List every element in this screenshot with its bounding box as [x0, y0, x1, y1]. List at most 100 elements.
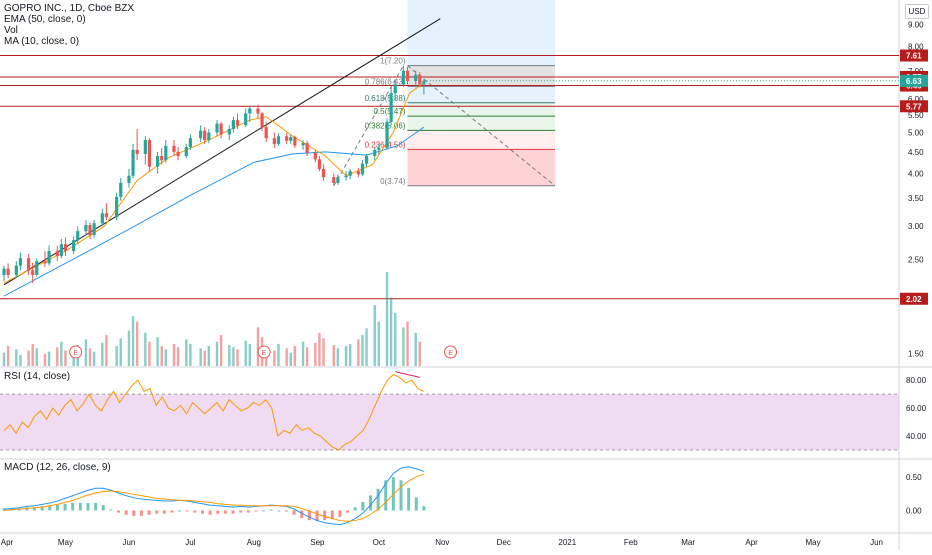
rsi-title[interactable]: RSI (14, close) — [4, 371, 71, 382]
volume-bar — [418, 341, 421, 366]
candle-body — [14, 265, 18, 275]
candle-body — [336, 177, 340, 183]
volume-bar — [115, 346, 118, 366]
volume-bar — [219, 335, 223, 366]
volume-bar — [357, 339, 360, 366]
currency-button[interactable]: USD — [905, 4, 929, 19]
volume-bar — [19, 354, 22, 366]
volume-bar — [15, 349, 18, 366]
candle-body — [364, 155, 369, 164]
fib-level-label: 0.618(5.88) — [365, 94, 406, 103]
macd-histogram-bar — [86, 502, 90, 511]
macd-histogram-bar — [109, 509, 113, 511]
volume-bar — [27, 350, 30, 366]
macd-histogram-bar — [139, 510, 143, 516]
indicator-ma-label[interactable]: MA (10, close, 0) — [4, 36, 80, 47]
rsi-legend: RSI (14, close) — [4, 371, 70, 382]
time-axis-tick: Jun — [870, 538, 883, 547]
symbol-title[interactable]: GOPRO INC., 1D, Cboe BZX — [4, 3, 135, 14]
macd-legend: MACD (12, 26, close, 9) — [4, 462, 111, 473]
candle-body — [72, 240, 76, 252]
candle-body — [100, 213, 104, 224]
rsi-axis-tick: 40.00 — [906, 432, 927, 441]
volume-bar — [285, 348, 288, 366]
candle-body — [272, 138, 276, 144]
indicator-ema-label[interactable]: EMA (50, close, 0) — [4, 14, 86, 25]
macd-histogram-bar — [178, 510, 182, 512]
candle-body — [18, 258, 22, 266]
price-level-badge-text: 7.61 — [906, 52, 922, 61]
volume-bar — [293, 346, 297, 366]
candle-body — [92, 223, 96, 235]
candle-body — [313, 152, 317, 160]
volume-bar — [344, 346, 348, 366]
macd-histogram-bar — [262, 510, 266, 512]
macd-histogram-bar — [78, 502, 82, 511]
candle-body — [293, 136, 297, 146]
volume-bar — [43, 353, 47, 366]
price-level-badge — [900, 49, 928, 62]
macd-histogram-bar — [254, 510, 258, 512]
candle-body — [199, 130, 203, 139]
macd-histogram-bar — [124, 510, 128, 515]
candle-body — [43, 261, 47, 264]
candle-body — [203, 130, 207, 141]
volume-bar — [127, 330, 131, 366]
macd-histogram-bar — [208, 510, 212, 515]
price-level-badge — [900, 292, 928, 305]
macd-histogram-bar — [185, 510, 189, 512]
macd-histogram-bar — [132, 510, 136, 516]
candle-body — [88, 225, 92, 235]
time-axis-tick: Dec — [497, 538, 511, 547]
volume-bar — [101, 342, 104, 366]
volume-bar — [301, 341, 305, 366]
volume-bar — [176, 347, 180, 366]
candle-body — [184, 147, 188, 156]
macd-histogram-bar — [284, 510, 288, 512]
price-axis-tick: 1.50 — [908, 349, 924, 358]
price-axis-tick: 8.00 — [908, 42, 924, 51]
fib-level-label: 0.382(5.06) — [365, 121, 406, 130]
earnings-marker-label: E — [73, 350, 78, 357]
macd-histogram-bar — [231, 510, 235, 514]
volume-bar — [164, 349, 168, 366]
volume-bar — [189, 343, 192, 366]
earnings-marker-label: E — [448, 350, 453, 357]
rsi-band — [0, 394, 899, 451]
candle-body — [244, 113, 248, 126]
candle-body — [301, 143, 305, 146]
macd-histogram-bar — [353, 507, 357, 511]
candle-body — [76, 231, 80, 241]
macd-histogram-bar — [40, 506, 44, 511]
indicator-vol-label[interactable]: Vol — [4, 25, 18, 36]
candle-body — [31, 270, 35, 275]
macd-axis-tick: 0.50 — [906, 473, 922, 482]
volume-bar — [273, 350, 276, 366]
volume-bar — [228, 344, 231, 366]
volume-bar — [394, 312, 397, 366]
fib-zone — [407, 65, 555, 87]
macd-histogram-bar — [162, 510, 166, 514]
time-axis-tick: Apr — [745, 538, 758, 547]
macd-title[interactable]: MACD (12, 26, close, 9) — [4, 462, 111, 473]
candle-body — [393, 84, 397, 94]
macd-histogram-bar — [246, 510, 250, 513]
price-level-badge — [900, 100, 928, 113]
candle-body — [55, 251, 59, 257]
time-axis-tick: Mar — [681, 538, 695, 547]
candle-body — [188, 138, 192, 148]
volume-bar — [144, 332, 147, 366]
candle-body — [264, 127, 268, 139]
projection-line — [407, 65, 556, 187]
macd-histogram-bar — [376, 488, 380, 511]
time-axis-tick: May — [58, 538, 73, 547]
time-axis-tick: Jun — [122, 538, 135, 547]
fib-zone — [407, 130, 555, 150]
volume-bar — [244, 340, 247, 366]
fib-zone — [407, 116, 555, 131]
candle-body — [385, 121, 389, 148]
macd-histogram-bar — [33, 507, 37, 511]
time-axis-tick: Feb — [624, 538, 638, 547]
